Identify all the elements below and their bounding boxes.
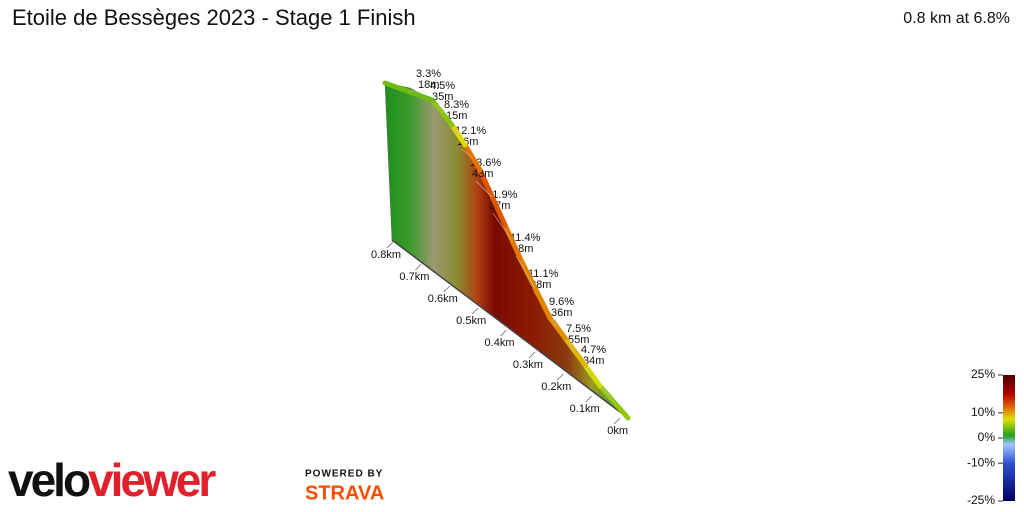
x-tick [585, 395, 592, 403]
grade-label: 8.3% [444, 99, 469, 111]
colorbar-label: -10% [967, 455, 995, 469]
length-label: 15m [446, 110, 467, 122]
x-tick [443, 285, 451, 293]
grade-label: 7.5% [566, 323, 591, 335]
title: Etoile de Bessèges 2023 - Stage 1 Finish [12, 5, 416, 30]
grade-label: 11.1% [528, 268, 559, 280]
x-tick-label: 0.1km [570, 403, 600, 415]
label-leader [435, 103, 443, 113]
colorbar-label: 10% [971, 405, 995, 419]
label-leader [515, 255, 536, 289]
x-tick [386, 241, 394, 249]
label-leader [492, 212, 513, 242]
grade-label: 11.4% [510, 232, 541, 244]
label-leader [408, 91, 423, 93]
colorbar [1003, 375, 1015, 501]
x-tick [556, 373, 564, 381]
x-tick-label: 0.4km [485, 337, 515, 349]
logo-velo: velo [8, 454, 90, 506]
length-label: 34m [583, 355, 604, 367]
x-tick [471, 307, 479, 315]
x-tick [415, 263, 422, 271]
colorbar-label: -25% [967, 493, 995, 507]
grade-label: 4.5% [430, 80, 455, 92]
x-tick-label: 0.2km [541, 381, 571, 393]
x-tick-label: 0.8km [371, 249, 401, 261]
x-tick-label: 0.3km [513, 359, 543, 371]
profile-body [384, 82, 629, 419]
grade-label: 9.6% [549, 296, 574, 308]
length-label: 36m [551, 307, 572, 319]
grade-label: 12.1% [455, 125, 486, 137]
length-label: 18m [418, 79, 439, 91]
length-label: 35m [432, 91, 453, 103]
grade-label: 3.3% [416, 68, 441, 80]
logo: veloviewer [8, 454, 216, 506]
label-leader [460, 148, 473, 158]
logo-viewer: viewer [88, 454, 216, 506]
x-tick-label: 0.6km [428, 293, 458, 305]
base-line [391, 239, 629, 419]
length-label: 55m [568, 334, 589, 346]
powered-by: POWERED BY [305, 469, 383, 480]
x-tick-label: 0.5km [456, 315, 486, 327]
colorbar-label: 0% [978, 430, 996, 444]
x-tick [500, 329, 507, 337]
colorbar-label: 25% [971, 367, 995, 381]
x-tick-label: 0km [607, 425, 628, 437]
length-label: 43m [472, 168, 493, 180]
grade-label: 4.7% [581, 344, 606, 356]
label-leader [475, 180, 493, 198]
x-tick [613, 417, 621, 425]
x-tick-label: 0.7km [399, 271, 429, 283]
x-tick [528, 351, 536, 359]
summary: 0.8 km at 6.8% [903, 10, 1010, 27]
strava-logo: STRAVA [305, 482, 384, 504]
